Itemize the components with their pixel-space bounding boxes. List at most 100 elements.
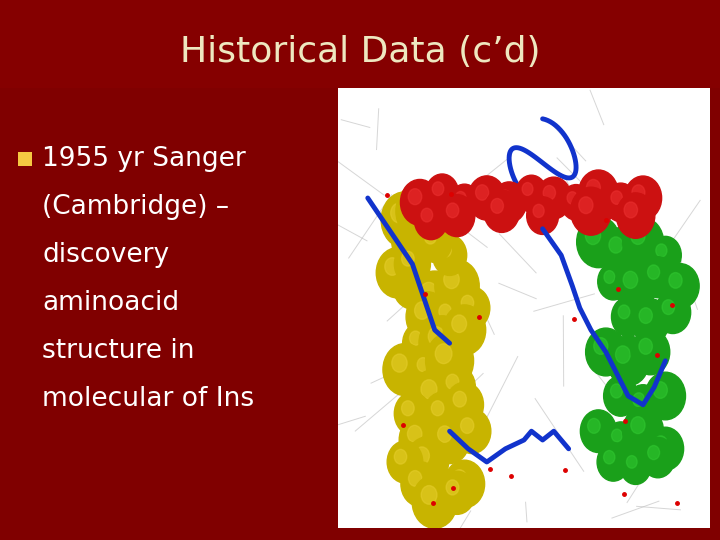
Circle shape [656,244,667,257]
Circle shape [585,328,626,376]
Circle shape [468,176,505,220]
Circle shape [406,437,449,487]
Circle shape [645,372,685,420]
Circle shape [383,343,427,396]
Circle shape [611,384,622,398]
Circle shape [639,308,652,323]
Circle shape [607,336,649,386]
Circle shape [415,200,448,240]
Circle shape [399,416,441,464]
Circle shape [381,192,428,248]
Circle shape [585,227,600,245]
Bar [0,0,720,88]
Circle shape [392,354,408,372]
Circle shape [415,214,429,231]
Circle shape [402,401,414,416]
Circle shape [597,443,629,481]
Circle shape [618,305,630,319]
Circle shape [393,263,432,309]
Circle shape [430,416,469,464]
Circle shape [604,183,637,222]
Circle shape [449,184,480,221]
Circle shape [594,338,608,354]
Circle shape [567,192,577,204]
Circle shape [623,407,663,455]
Circle shape [462,295,474,310]
Circle shape [633,393,644,407]
Circle shape [412,475,457,528]
Circle shape [446,374,459,389]
Circle shape [492,182,526,223]
Circle shape [410,349,444,389]
Circle shape [415,302,429,319]
Circle shape [654,436,667,451]
Circle shape [461,418,474,434]
Circle shape [408,188,422,205]
Circle shape [400,227,415,245]
Circle shape [435,260,480,312]
Circle shape [624,176,662,220]
Circle shape [571,187,611,235]
Circle shape [446,382,484,427]
Circle shape [451,315,467,333]
Circle shape [454,287,490,329]
Circle shape [433,235,467,275]
Circle shape [662,264,699,308]
Circle shape [653,382,667,399]
Text: aminoacid: aminoacid [42,290,179,316]
Circle shape [615,261,657,310]
Circle shape [419,316,465,370]
Circle shape [611,429,622,442]
Circle shape [527,197,559,234]
Circle shape [632,185,645,200]
Circle shape [616,346,630,363]
Circle shape [387,441,423,483]
Circle shape [533,204,544,218]
Circle shape [395,242,431,285]
Circle shape [423,470,462,516]
Circle shape [406,292,449,342]
Circle shape [432,182,444,195]
Circle shape [444,305,486,355]
Circle shape [391,203,408,223]
Circle shape [421,208,433,222]
Circle shape [484,190,520,232]
Circle shape [603,450,615,464]
Circle shape [400,179,439,225]
Circle shape [453,409,491,454]
Circle shape [639,339,652,354]
Circle shape [611,191,622,204]
Circle shape [439,243,451,257]
Circle shape [491,199,503,213]
Text: structure in: structure in [42,338,194,364]
Circle shape [609,237,623,253]
Circle shape [408,426,422,442]
Bar [18,152,32,166]
Circle shape [522,183,533,195]
Circle shape [624,202,637,218]
Text: (Cambridge) –: (Cambridge) – [42,194,229,220]
Text: discovery: discovery [42,242,169,268]
Circle shape [395,449,407,464]
Circle shape [431,479,444,495]
Circle shape [648,446,660,460]
Circle shape [611,297,645,336]
Text: 1955 yr Sanger: 1955 yr Sanger [42,146,246,172]
Circle shape [424,230,436,244]
Circle shape [384,258,400,275]
Circle shape [516,175,547,212]
Circle shape [655,291,690,334]
Circle shape [598,263,629,300]
Circle shape [426,333,474,389]
Circle shape [421,380,437,399]
Circle shape [649,237,681,274]
Circle shape [476,185,489,200]
Circle shape [396,183,444,240]
Text: molecular of Ins: molecular of Ins [42,386,254,412]
Circle shape [446,203,459,218]
Text: Historical Data (c’d): Historical Data (c’d) [180,35,540,69]
Circle shape [626,456,637,468]
Circle shape [621,448,651,484]
Circle shape [669,273,682,288]
Circle shape [641,256,675,298]
